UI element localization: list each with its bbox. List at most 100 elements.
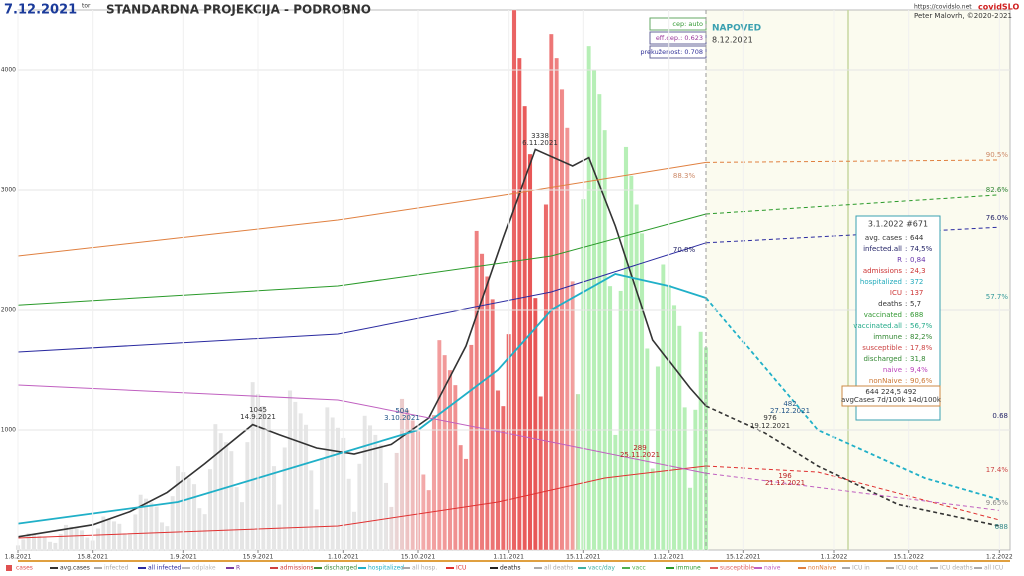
axes: 1000 2000 3000 4000 1.8.2021 15.8.2021 1.9.202… (1, 10, 1013, 562)
bar (405, 409, 410, 551)
annotation: 76.0% (986, 214, 1009, 222)
annotation: 21.12.2021 (765, 479, 805, 487)
bar (437, 339, 442, 551)
legend-label: cases (16, 565, 33, 572)
bar (186, 477, 191, 551)
bar (21, 539, 26, 551)
bar (303, 424, 309, 551)
x-tick-label: 1.9.2021 (170, 554, 197, 561)
legend-swatch (6, 565, 12, 571)
bar (629, 175, 634, 551)
bar (175, 465, 181, 551)
legend-label: hospitalized (368, 565, 404, 572)
legend-label: ICU deaths (940, 565, 973, 572)
bar (229, 450, 234, 551)
series-line (17, 465, 707, 539)
info-value: 137 (910, 289, 923, 297)
bar (79, 530, 85, 551)
bar (101, 516, 106, 551)
settings-box: cep: auto eff.cep.: 0.623 prekuženost: 0.7… (640, 17, 707, 59)
series-line (17, 242, 707, 353)
legend-label: R (236, 565, 240, 572)
bar (485, 276, 490, 551)
bar (95, 528, 101, 551)
y-tick-label: 1000 (1, 427, 16, 434)
lines (17, 148, 1000, 539)
setting: prekuženost: 0.708 (640, 48, 703, 56)
info-footer-frame (841, 385, 941, 407)
legend-label: deaths (500, 565, 520, 572)
info-label: vaccinated.all (853, 322, 902, 330)
bar (469, 344, 474, 551)
info-sep: : (905, 322, 907, 330)
bar (117, 523, 122, 551)
bar (383, 482, 389, 551)
info-value: 82,2% (910, 333, 933, 341)
bar (271, 465, 277, 551)
info-value: 688 (910, 311, 923, 319)
info-label: hospitalized (860, 278, 902, 286)
bar (373, 434, 378, 551)
forecast-line (705, 297, 1000, 501)
bar (389, 506, 394, 551)
bar (421, 474, 426, 551)
bar (351, 511, 357, 551)
bar (426, 489, 431, 551)
legend-label: admissions (280, 565, 314, 572)
bar (639, 233, 645, 551)
bar (202, 513, 207, 551)
url: https://covidslo.net (914, 4, 972, 11)
bar (287, 390, 293, 551)
bar (69, 526, 74, 551)
bar (309, 470, 314, 551)
annotation: 196 (778, 472, 792, 480)
info-label: R (897, 256, 902, 264)
bar (511, 9, 517, 551)
info-label: naive (883, 366, 902, 374)
info-value: 5,7 (910, 300, 921, 308)
bar (234, 486, 239, 551)
bar (634, 204, 639, 551)
bar (261, 405, 266, 551)
annotation: 976 (763, 414, 777, 422)
bar (191, 483, 197, 551)
annotation: 27.12.2021 (770, 407, 810, 415)
bar (293, 401, 298, 551)
info-footer: 644 224,5 492 (865, 388, 916, 396)
bar (671, 305, 677, 551)
info-value: 24,3 (910, 267, 926, 275)
series-line (17, 148, 707, 538)
legend: cases avg.cases infected all infected odplak… (6, 565, 1003, 572)
bar (42, 536, 47, 551)
bar (490, 299, 495, 551)
weekday: tor (82, 3, 91, 10)
bar (559, 89, 565, 551)
legend-label: infected (104, 565, 129, 572)
bar (223, 441, 229, 551)
bar (613, 434, 618, 551)
y-tick-label: 2000 (1, 307, 16, 314)
bar (277, 504, 282, 551)
x-tick-label: 15.1.2022 (893, 554, 924, 561)
legend-label: immune (676, 565, 701, 572)
forecast-label: NAPOVED (712, 24, 761, 34)
bar (453, 384, 458, 551)
bar (431, 414, 437, 551)
bar (245, 441, 250, 551)
bar (47, 541, 53, 551)
bar (165, 525, 170, 551)
bar (645, 348, 650, 551)
bar (570, 281, 575, 551)
bar (239, 501, 245, 551)
bar (26, 533, 31, 551)
bar (527, 153, 533, 551)
bar (698, 331, 703, 551)
info-label: discharged (863, 355, 902, 363)
bar (85, 537, 90, 551)
legend-label: discharged (324, 565, 357, 572)
info-value: 56,7% (910, 322, 933, 330)
info-footer-note: avgCases 7d/100k 14d/100k (841, 396, 942, 404)
bar (207, 468, 213, 551)
bar (63, 524, 69, 551)
